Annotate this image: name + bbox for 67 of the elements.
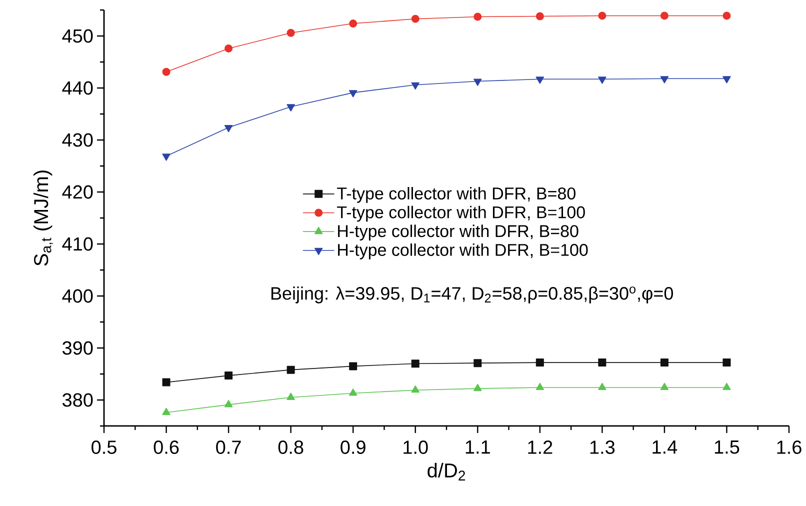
x-tick-label: 1.2 xyxy=(528,440,552,454)
x-tick-label: 0.9 xyxy=(340,440,366,454)
point xyxy=(474,12,482,21)
point xyxy=(349,20,358,28)
point xyxy=(598,76,606,84)
y-tick-label: 410 xyxy=(62,237,93,251)
y-tick-label: 430 xyxy=(62,133,93,147)
x-tick-label: 0.8 xyxy=(278,440,304,454)
y-tick-label: 380 xyxy=(62,393,93,407)
y-tick-label: 440 xyxy=(62,81,93,95)
x-axis-title: d/D$_{2}$ xyxy=(428,462,466,480)
x-tick-label: 1.1 xyxy=(466,440,490,454)
point xyxy=(411,14,420,23)
x-tick-label: 1.3 xyxy=(590,440,615,454)
point xyxy=(536,358,544,367)
point xyxy=(286,28,295,37)
point xyxy=(286,104,295,112)
point xyxy=(348,388,358,396)
point xyxy=(162,68,170,76)
point xyxy=(536,382,544,390)
point xyxy=(224,124,233,132)
legend-label: H-type collector with DFR, B=100 xyxy=(338,243,588,260)
y-tick-label: 400 xyxy=(62,289,93,303)
point xyxy=(224,372,233,380)
point xyxy=(598,12,606,20)
point xyxy=(660,358,668,367)
point xyxy=(660,382,669,390)
point xyxy=(722,358,731,367)
point xyxy=(474,359,482,368)
x-tick-label: 1.5 xyxy=(714,440,740,454)
point xyxy=(349,362,358,370)
point xyxy=(162,154,170,161)
point xyxy=(411,360,420,368)
x-tick-label: 1.0 xyxy=(404,440,428,454)
point xyxy=(474,384,482,392)
point xyxy=(722,12,731,20)
legend-label: H-type collector with DFR, B=80 xyxy=(338,224,578,240)
y-tick-label: 390 xyxy=(62,341,93,355)
point xyxy=(660,76,669,84)
point xyxy=(162,378,170,386)
x-tick-label: 0.7 xyxy=(216,440,241,454)
x-tick-label: 0.6 xyxy=(154,440,179,454)
annotation: Beijing: λ=39.95, D$_{1}$=47, D$_{2}$=58,ρ=0.85,β=30$^{o}$,φ=0 xyxy=(271,286,673,304)
legend-label: T-type collector with DFR, B=80 xyxy=(337,187,576,203)
point xyxy=(411,82,420,90)
x-tick-label: 0.5 xyxy=(92,440,116,454)
y-tick-label: 450 xyxy=(62,29,93,43)
point xyxy=(286,366,295,374)
point xyxy=(162,408,170,416)
point xyxy=(598,382,606,390)
point xyxy=(536,76,544,84)
y-tick-label: 420 xyxy=(62,185,93,199)
point xyxy=(411,385,420,393)
point xyxy=(474,78,482,86)
point xyxy=(224,400,233,408)
point xyxy=(286,392,295,400)
point xyxy=(598,358,606,367)
point xyxy=(660,12,668,20)
y-axis-title: S$_{a,t}$ (MJ/m) xyxy=(34,170,53,266)
point xyxy=(722,382,731,390)
legend-label: T-type collector with DFR, B=100 xyxy=(337,206,585,222)
point xyxy=(224,44,233,52)
point xyxy=(536,12,544,20)
point xyxy=(348,90,358,98)
x-tick-label: 1.4 xyxy=(652,440,678,454)
point xyxy=(722,76,731,84)
x-tick-label: 1.6 xyxy=(777,440,802,454)
